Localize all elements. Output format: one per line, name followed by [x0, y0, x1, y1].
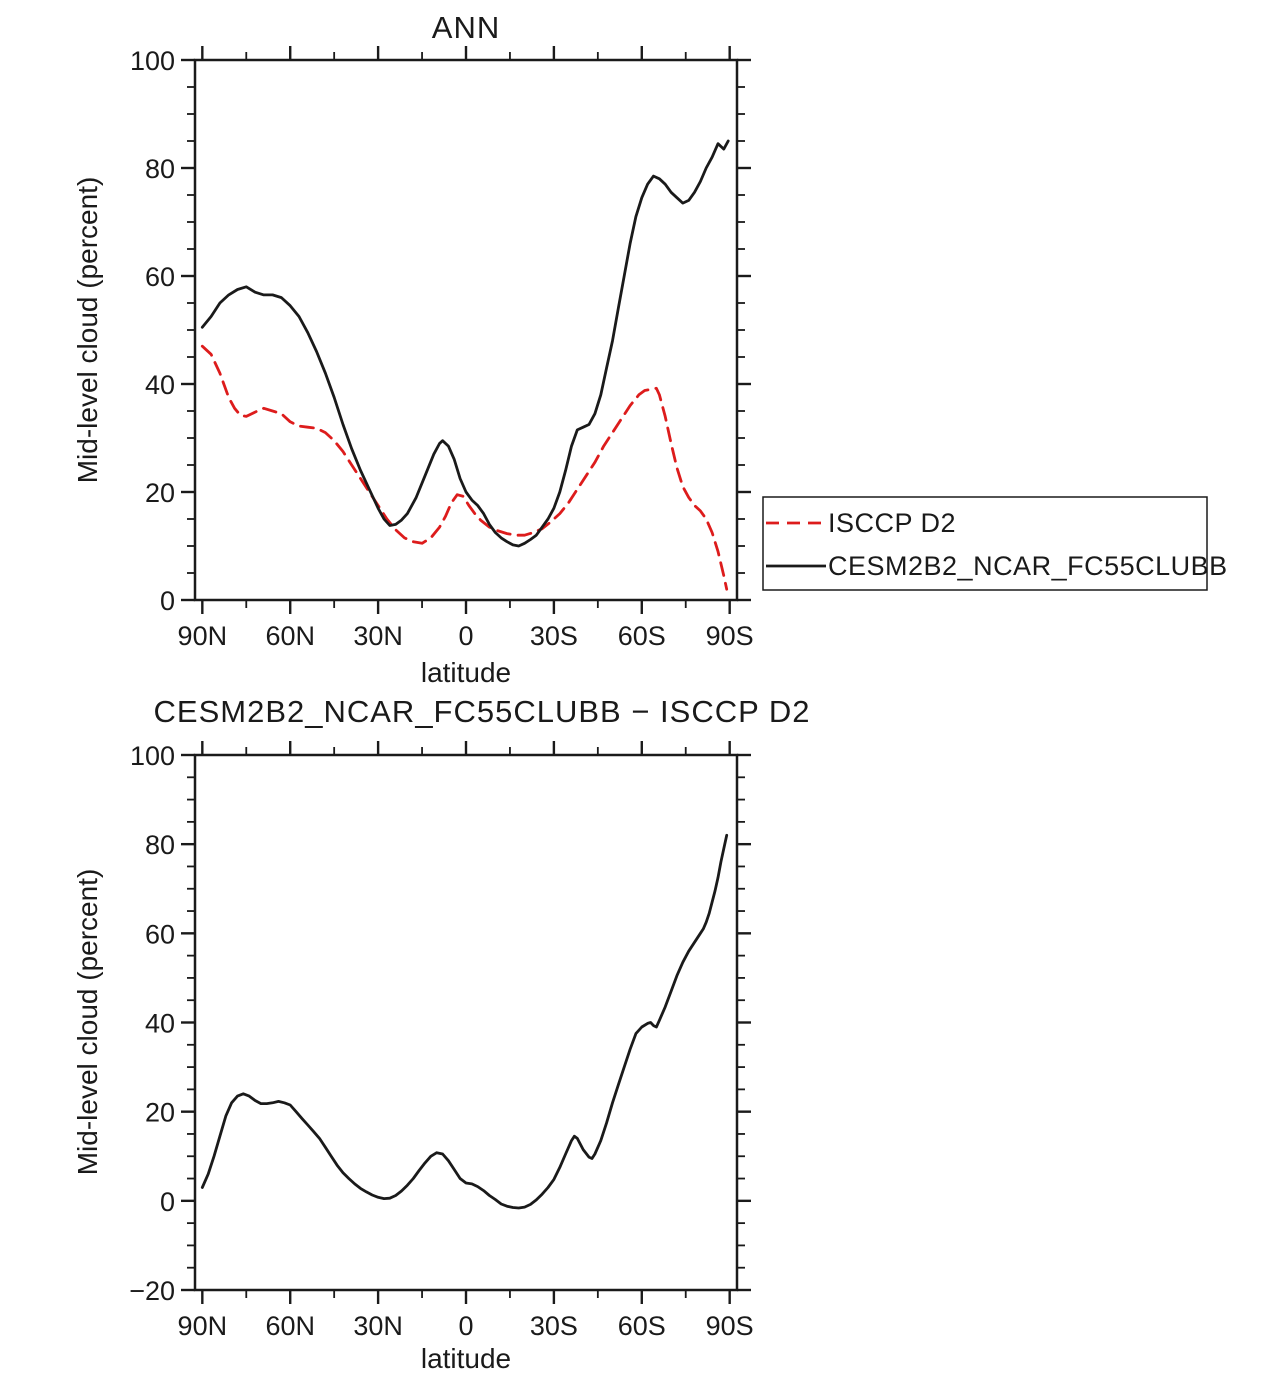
- x-tick-label: 30N: [353, 621, 403, 651]
- series-line-isccp-d2: [200, 344, 729, 591]
- y-tick-label: 100: [130, 46, 175, 76]
- x-tick-label: 60N: [265, 621, 315, 651]
- x-tick-label: 30S: [530, 1311, 578, 1341]
- x-tick-label: 90S: [706, 1311, 754, 1341]
- x-tick-label: 60N: [265, 1311, 315, 1341]
- bottom-panel: CESM2B2_NCAR_FC55CLUBB − ISCCP D2 90N 60N 3…: [72, 694, 811, 1373]
- y-tick-label: 40: [145, 1009, 175, 1039]
- x-tick-label: 90N: [178, 1311, 228, 1341]
- series-line-cesm2b2-ncar-fc55clubb-minus-isccp-d2: [200, 833, 729, 1210]
- legend-model-label: CESM2B2_NCAR_FC55CLUBB: [828, 551, 1228, 581]
- bottom-xaxis-label: latitude: [421, 1343, 511, 1373]
- y-tick-label: 60: [145, 919, 175, 949]
- y-tick-label: 100: [130, 741, 175, 771]
- y-tick-label: 60: [145, 262, 175, 292]
- y-tick-label: −20: [129, 1276, 175, 1306]
- x-tick-label: 90S: [706, 621, 754, 651]
- y-tick-label: 20: [145, 1098, 175, 1128]
- plot-frame: [193, 753, 739, 1292]
- y-tick-label: 0: [160, 586, 175, 616]
- bottom-chart-title: CESM2B2_NCAR_FC55CLUBB − ISCCP D2: [154, 694, 811, 729]
- top-xaxis-label: latitude: [421, 657, 511, 688]
- top-panel: ANN latitude Mid-level cloud (percent) I…: [72, 10, 1228, 688]
- top-chart-title: ANN: [432, 10, 500, 45]
- legend-obs-label: ISCCP D2: [828, 508, 956, 538]
- legend: ISCCP D2 CESM2B2_NCAR_FC55CLUBB: [762, 496, 1228, 591]
- x-tick-label: 60S: [618, 621, 666, 651]
- y-tick-label: 0: [160, 1187, 175, 1217]
- y-tick-label: 80: [145, 830, 175, 860]
- x-tick-label: 0: [458, 1311, 473, 1341]
- axes-group: 90N 60N 30N 0 30S 60S 90S 0 20 40 60 80 100: [130, 46, 754, 651]
- top-yaxis-label: Mid-level cloud (percent): [72, 177, 103, 484]
- x-tick-label: 30N: [353, 1311, 403, 1341]
- y-tick-label: 80: [145, 154, 175, 184]
- legend-box: [762, 496, 1208, 591]
- y-tick-label: 40: [145, 370, 175, 400]
- series-line-cesm2b2-ncar-fc55clubb: [200, 139, 730, 548]
- bottom-yaxis-label: Mid-level cloud (percent): [72, 869, 103, 1176]
- x-tick-label: 90N: [178, 621, 228, 651]
- x-tick-label: 30S: [530, 621, 578, 651]
- x-tick-label: 60S: [618, 1311, 666, 1341]
- axes-group: 90N 60N 30N 0 30S 60S 90S −20 0 20 40 60 80 100: [129, 741, 754, 1341]
- x-tick-label: 0: [458, 621, 473, 651]
- plot-frame: [193, 58, 739, 602]
- y-tick-label: 20: [145, 478, 175, 508]
